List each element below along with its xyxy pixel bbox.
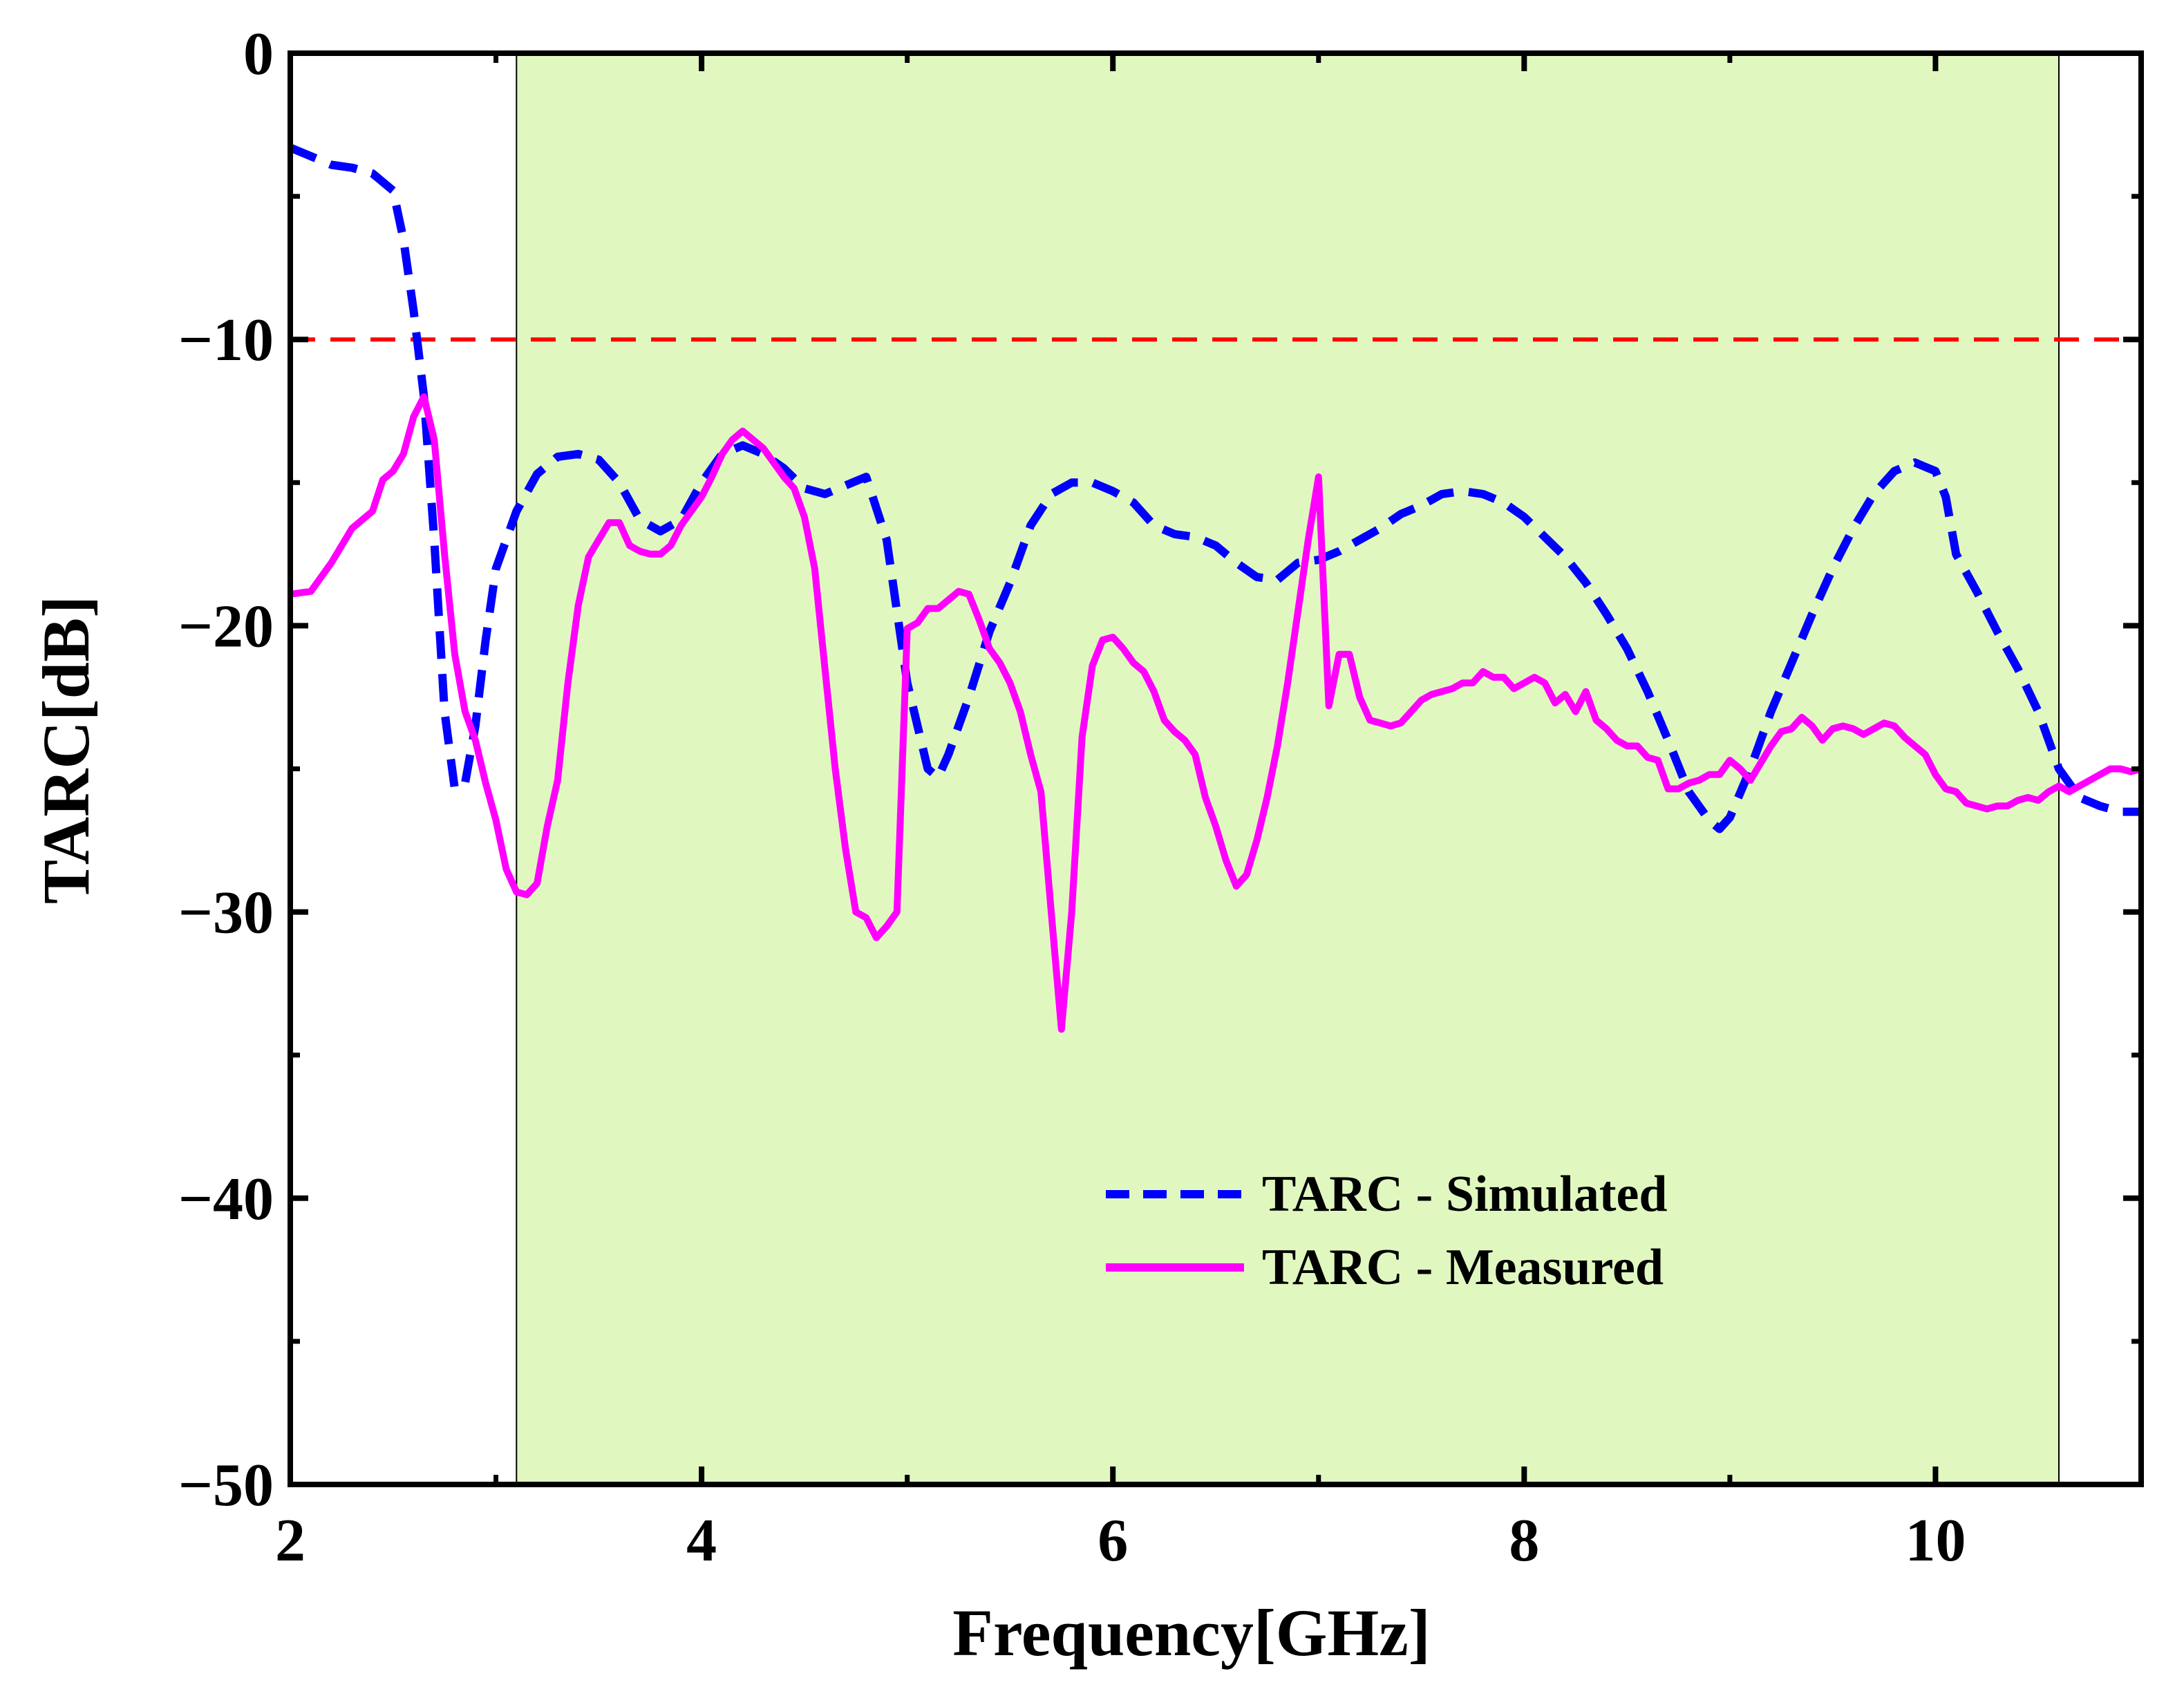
x-tick-label: 8 [1509,1507,1539,1574]
y-axis-title: TARC[dB] [29,596,103,904]
x-tick-label: 2 [275,1507,305,1574]
legend-label-simulated: TARC - Simulated [1262,1166,1668,1223]
tick-labels-layer: 2 4 6 8 10 0 −10 −20 −30 −40 −50 [178,21,1966,1574]
legend-label-measured: TARC - Measured [1262,1239,1664,1296]
y-tick-label: 0 [243,21,274,88]
x-tick-label: 6 [1098,1507,1128,1574]
series-layer [288,144,2143,1033]
x-tick-label: 4 [686,1507,717,1574]
series-simulated-line [288,144,2141,833]
y-tick-label: −40 [178,1166,274,1233]
shaded-band [516,53,2060,1485]
y-tick-label: −30 [178,880,274,947]
y-tick-label: −10 [178,307,274,374]
x-axis-title: Frequency[GHz] [952,1596,1430,1670]
x-tick-label: 10 [1905,1507,1966,1574]
y-tick-label: −20 [178,593,274,660]
plot-frame [288,50,2144,1487]
series-measured-line [290,393,2143,1033]
legend: TARC - Simulated TARC - Measured [1106,1166,1668,1296]
y-tick-label: −50 [178,1452,274,1519]
